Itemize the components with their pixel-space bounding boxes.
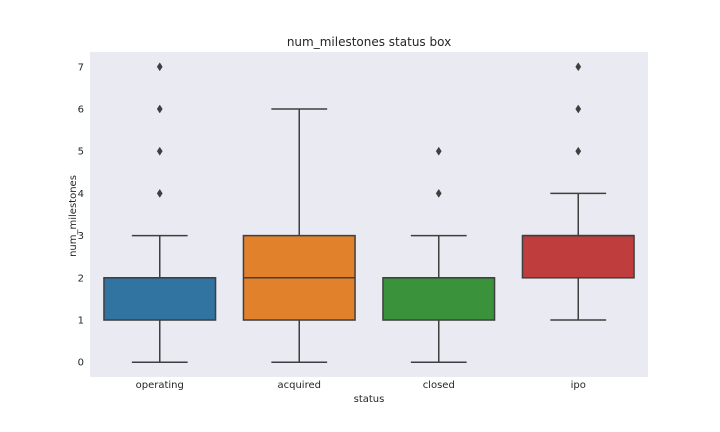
box-acquired bbox=[242, 108, 356, 363]
x-tick-label: operating bbox=[136, 380, 184, 391]
x-tick-label: closed bbox=[423, 380, 455, 391]
box-operating bbox=[103, 62, 217, 363]
y-ticks: 0 1 2 3 4 5 6 7 bbox=[78, 62, 84, 368]
outlier-point bbox=[156, 188, 163, 198]
x-axis-label: status bbox=[354, 394, 385, 405]
box-ipo bbox=[521, 62, 635, 321]
box-closed bbox=[382, 146, 496, 363]
outlier-point bbox=[575, 146, 582, 156]
chart-title: num_milestones status box bbox=[287, 35, 451, 49]
outlier-point bbox=[575, 104, 582, 114]
outlier-point bbox=[575, 62, 582, 72]
outlier-point bbox=[156, 62, 163, 72]
outlier-point bbox=[156, 104, 163, 114]
plot-area bbox=[90, 52, 648, 377]
boxes bbox=[103, 62, 635, 363]
outlier-point bbox=[435, 188, 442, 198]
y-tick-label: 0 bbox=[78, 358, 84, 369]
y-axis-label: num_milestones bbox=[68, 175, 79, 257]
box-body bbox=[103, 277, 217, 321]
y-tick-label: 4 bbox=[78, 189, 84, 200]
box-body bbox=[382, 277, 496, 321]
box-body bbox=[521, 234, 635, 279]
outlier-point bbox=[156, 146, 163, 156]
x-tick-label: ipo bbox=[571, 380, 586, 391]
y-tick-label: 2 bbox=[78, 273, 84, 284]
y-tick-label: 3 bbox=[78, 231, 84, 242]
outlier-point bbox=[435, 146, 442, 156]
y-tick-label: 1 bbox=[78, 316, 84, 327]
x-ticks: operating acquired closed ipo bbox=[136, 380, 586, 391]
x-tick-label: acquired bbox=[278, 380, 321, 391]
y-tick-label: 5 bbox=[78, 147, 84, 158]
y-tick-label: 6 bbox=[78, 104, 84, 115]
y-tick-label: 7 bbox=[78, 62, 84, 73]
